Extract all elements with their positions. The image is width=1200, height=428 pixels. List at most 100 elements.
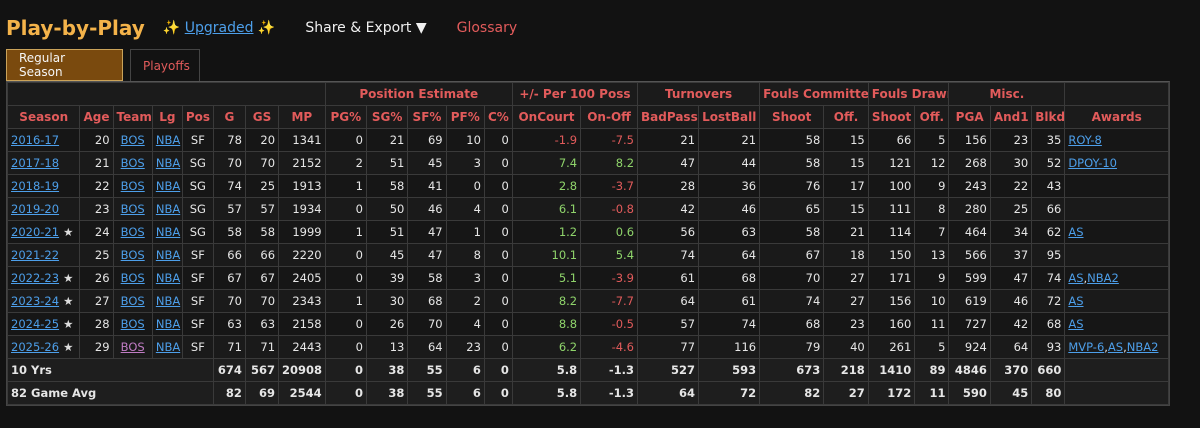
oncourt-total-cell: 5.8 (511, 358, 582, 382)
team-link[interactable]: BOS (120, 202, 145, 216)
season-link[interactable]: 2024-25 (11, 317, 60, 331)
league-link[interactable]: NBA (155, 133, 181, 147)
team-link[interactable]: BOS (120, 179, 145, 193)
season-link[interactable]: 2021-22 (11, 248, 60, 262)
team-link[interactable]: BOS (120, 225, 145, 239)
column-header[interactable]: Shoot (759, 105, 825, 129)
season-link[interactable]: 2020-21 (11, 225, 60, 239)
sf-cell: 68 (407, 289, 447, 313)
team-link[interactable]: BOS (120, 156, 145, 170)
award-link[interactable]: AS (1107, 340, 1124, 354)
award-link[interactable]: AS (1068, 317, 1084, 331)
pg-cell: 0 (324, 243, 367, 267)
team-link[interactable]: BOS (120, 317, 145, 331)
tab-regular-season[interactable]: Regular Season (6, 49, 123, 81)
league-link[interactable]: NBA (155, 294, 181, 308)
column-header[interactable]: Off. (914, 105, 950, 129)
share-export-menu[interactable]: Share & Export ▼ (305, 20, 427, 36)
column-header[interactable]: Age (79, 105, 114, 129)
award-link[interactable]: AS (1068, 271, 1084, 285)
column-header[interactable]: PF% (445, 105, 485, 129)
season-link[interactable]: 2017-18 (11, 156, 60, 170)
upgraded-link[interactable]: Upgraded (184, 20, 254, 36)
lostball-cell: 44 (698, 151, 761, 175)
column-header[interactable]: GS (244, 105, 280, 129)
age-cell: 22 (79, 174, 114, 198)
column-header[interactable]: OnCourt (511, 105, 582, 129)
fd-off-cell: 9 (914, 266, 950, 290)
league-link[interactable]: NBA (155, 179, 181, 193)
team-link[interactable]: BOS (120, 248, 145, 262)
award-link[interactable]: ROY-8 (1068, 133, 1102, 147)
upgraded-badge[interactable]: ✨ Upgraded ✨ (163, 20, 276, 36)
season-link[interactable]: 2019-20 (11, 202, 60, 216)
column-header[interactable]: Blkd (1031, 105, 1066, 129)
award-link[interactable]: DPOY-10 (1068, 156, 1117, 170)
league-link[interactable]: NBA (155, 156, 181, 170)
league-link[interactable]: NBA (155, 248, 181, 262)
awards-cell: AS (1064, 220, 1169, 244)
all-star-icon: ★ (63, 317, 74, 331)
season-link[interactable]: 2018-19 (11, 179, 60, 193)
award-link[interactable]: AS (1068, 225, 1084, 239)
column-header[interactable]: And1 (989, 105, 1033, 129)
column-header[interactable]: SF% (407, 105, 447, 129)
badpass-cell: 57 (637, 312, 700, 336)
column-header[interactable]: BadPass (637, 105, 700, 129)
league-link[interactable]: NBA (155, 202, 181, 216)
award-link[interactable]: NBA2 (1087, 271, 1119, 285)
season-link[interactable]: 2025-26 (11, 340, 60, 354)
column-header[interactable]: PG% (324, 105, 367, 129)
tab-playoffs[interactable]: Playoffs (130, 49, 200, 81)
column-header[interactable]: LostBall (698, 105, 761, 129)
awards-cell: AS (1064, 289, 1169, 313)
column-header[interactable]: Awards (1064, 105, 1169, 129)
blkd-cell: 43 (1031, 174, 1066, 198)
team-link[interactable]: BOS (120, 340, 145, 354)
column-header[interactable]: Team (112, 105, 153, 129)
team-link[interactable]: BOS (120, 133, 145, 147)
badpass-cell: 77 (637, 335, 700, 359)
mp-cell: 2443 (278, 335, 326, 359)
column-header[interactable]: Pos (181, 105, 214, 129)
column-header[interactable]: Season (6, 105, 81, 129)
team-link[interactable]: BOS (120, 271, 145, 285)
fd-off-cell: 12 (914, 151, 950, 175)
fd-shoot-cell: 100 (867, 174, 916, 198)
column-header[interactable]: C% (483, 105, 513, 129)
award-link[interactable]: AS (1068, 294, 1084, 308)
season-link[interactable]: 2022-23 (11, 271, 60, 285)
season-link[interactable]: 2016-17 (11, 133, 60, 147)
league-link[interactable]: NBA (155, 317, 181, 331)
column-header[interactable]: Shoot (867, 105, 916, 129)
g-cell: 57 (212, 197, 246, 221)
column-header[interactable]: G (212, 105, 246, 129)
g-cell: 74 (212, 174, 246, 198)
league-cell: NBA (151, 151, 183, 175)
column-header[interactable]: PGA (948, 105, 991, 129)
team-link[interactable]: BOS (120, 294, 145, 308)
glossary-link[interactable]: Glossary (456, 20, 518, 36)
column-header[interactable]: Off. (823, 105, 869, 129)
mp-cell: 1913 (278, 174, 326, 198)
league-link[interactable]: NBA (155, 271, 181, 285)
column-header[interactable]: Lg (151, 105, 183, 129)
league-link[interactable]: NBA (155, 225, 181, 239)
column-header[interactable]: On-Off (580, 105, 639, 129)
fc-off-cell: 21 (823, 220, 869, 244)
oncourt-cell: 8.8 (511, 312, 582, 336)
season-cell: 2017-18 (6, 151, 81, 175)
gs-cell: 58 (244, 220, 280, 244)
fd-shoot-total-cell: 1410 (867, 358, 916, 382)
league-link[interactable]: NBA (155, 340, 181, 354)
pga-cell: 156 (948, 128, 991, 152)
award-link[interactable]: MVP-6 (1068, 340, 1105, 354)
sg-cell: 51 (365, 151, 409, 175)
fc-off-cell: 23 (823, 312, 869, 336)
pg-cell: 0 (324, 266, 367, 290)
column-header[interactable]: MP (278, 105, 326, 129)
season-link[interactable]: 2023-24 (11, 294, 60, 308)
awards-cell (1064, 243, 1169, 267)
column-header[interactable]: SG% (365, 105, 409, 129)
award-link[interactable]: NBA2 (1126, 340, 1159, 354)
